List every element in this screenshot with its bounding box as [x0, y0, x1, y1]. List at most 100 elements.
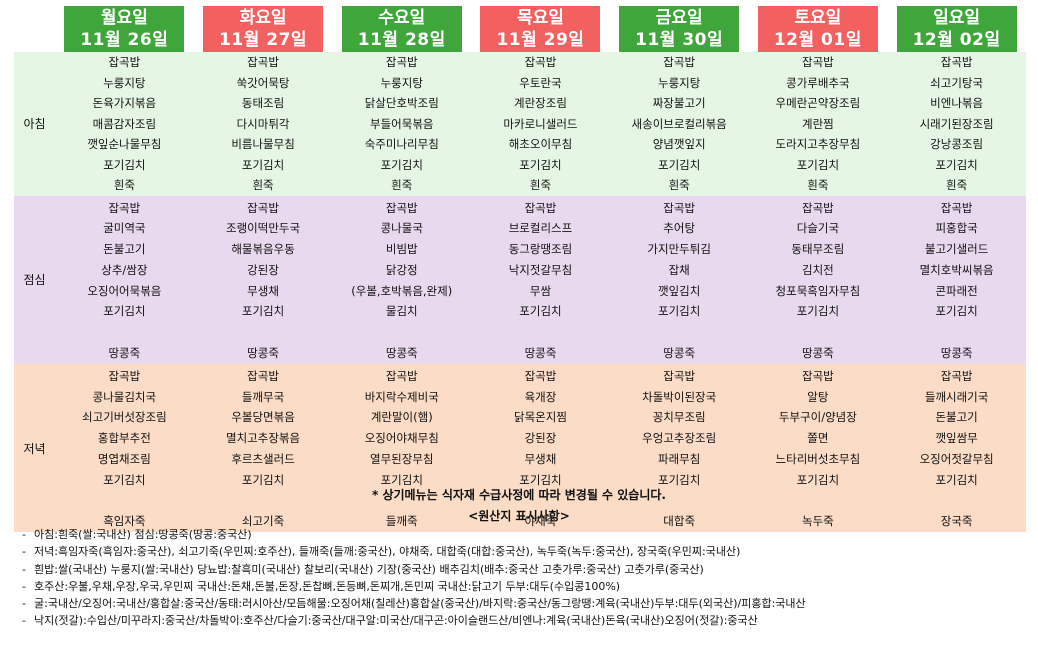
- menu-cell: 잡곡밥 다슬기국 동태무조림 김치전 청포묵흑임자무침 포기김치 땅콩죽: [748, 195, 888, 364]
- menu-item: 녹두죽: [801, 514, 834, 529]
- menu-item: 잡곡밥: [247, 55, 279, 69]
- menu-cell: 잡곡밥 쇠고기탕국 비엔나볶음 시래기된장조림 강낭콩조림 포기김치 흰죽: [887, 52, 1026, 196]
- menu-item: 해물볶음우동: [231, 242, 295, 257]
- menu-item: 숙주미나리무침: [364, 137, 439, 151]
- menu-cell: 잡곡밥 피홍합국 불고기샐러드 멸치호박씨볶음 콘파래전 포기김치 땅콩죽: [887, 195, 1026, 364]
- day-name: 화요일: [239, 8, 287, 28]
- day-date: 11월 26일: [80, 30, 169, 50]
- menu-item: 누룽지탕: [103, 75, 146, 90]
- day-name: 금요일: [655, 8, 703, 28]
- day-header: 월요일 11월 26일: [55, 4, 194, 52]
- menu-item: 흰죽: [252, 178, 274, 192]
- menu-item: 알탕: [807, 389, 829, 404]
- menu-item: 동그랑땡조림: [508, 242, 573, 257]
- menu-item: 계란말이(햄): [370, 410, 433, 425]
- menu-item: 우토란국: [519, 75, 562, 90]
- menu-item: 들깨죽: [385, 514, 418, 529]
- menu-item: 짜장불고기: [652, 96, 706, 110]
- menu-item: 쇠고기버섯장조림: [82, 410, 167, 425]
- menu-item: 포기김치: [519, 304, 562, 319]
- menu-item: 포기김치: [935, 304, 978, 319]
- menu-item: 잡곡밥: [385, 55, 418, 69]
- menu-cell: 잡곡밥 바지락수제비국 계란말이(햄) 오징어야채무침 열무된장무침 포기김치 들깨죽: [332, 363, 472, 533]
- origin-text: 굴:국내산/오징어:국내산/홍합살:중국산/동태:러시아산/모듬해물:오징어채(…: [34, 597, 806, 611]
- menu-item: 포기김치: [935, 157, 978, 172]
- meal-label: 점심: [14, 195, 55, 364]
- menu-item: 흰죽: [946, 178, 968, 192]
- menu-item: 우엉고추장조림: [642, 431, 717, 446]
- day-name: 목요일: [516, 8, 564, 28]
- menu-item: 돈불고기: [103, 242, 146, 257]
- menu-item: 깻잎쌈무: [935, 431, 978, 446]
- day-date: 11월 29일: [496, 30, 585, 50]
- meal-label: 아침: [14, 52, 55, 196]
- menu-item: [194, 322, 333, 343]
- menu-item: 돈불고기: [935, 410, 978, 425]
- menu-item: 오징어어묵볶음: [87, 283, 162, 298]
- menu-item: 잡곡밥: [524, 368, 557, 383]
- day-header: 일요일 12월 02일: [887, 4, 1026, 52]
- menu-item: 쇠고기죽: [241, 514, 285, 529]
- menu-item: 누룽지탕: [380, 75, 423, 90]
- menu-item: 다시마튀각: [236, 116, 290, 131]
- menu-item: [887, 322, 1026, 343]
- menu-item: 무생채: [247, 283, 279, 298]
- menu-item: 흑임자죽: [103, 514, 146, 529]
- day-header: 목요일 11월 29일: [471, 4, 610, 52]
- menu-item: 양념깻잎지: [652, 137, 706, 151]
- menu-item: 불고기샐러드: [924, 242, 989, 257]
- menu-item: 닭목온지찜: [514, 410, 567, 425]
- menu-item: 땅콩죽: [524, 346, 557, 361]
- day-date: 11월 27일: [219, 30, 308, 50]
- day-name: 수요일: [378, 8, 426, 28]
- menu-item: 대합죽: [663, 514, 696, 529]
- menu-item: 명엽채조림: [97, 452, 151, 467]
- menu-item: 흰죽: [113, 178, 135, 192]
- menu-item: 흰죽: [668, 178, 690, 192]
- menu-item: 멸치호박씨볶음: [919, 262, 994, 277]
- menu-item: 땅콩죽: [940, 346, 973, 361]
- origin-line: - 아침:흰죽(쌀:국내산) 점심:땅콩죽(땅콩:중국산): [22, 526, 806, 543]
- menu-cell: 잡곡밥 콩나물김치국 쇠고기버섯장조림 홍합부추전 명엽채조림 포기김치 흑임자죽: [55, 363, 194, 533]
- menu-item: 해초오이무침: [508, 137, 573, 151]
- weekly-menu-table: 월요일 11월 26일 화요일 11월 27일 수요일 11월 28일 목요일 11월 …: [14, 4, 1026, 533]
- menu-item: 후르츠샐러드: [231, 452, 295, 467]
- bullet-dash: -: [22, 597, 26, 611]
- origin-line: - 굴:국내산/오징어:국내산/홍합살:중국산/동태:러시아산/모듬해물:오징어채…: [22, 595, 806, 612]
- menu-item: 포기김치: [380, 157, 423, 172]
- menu-item: 잡곡밥: [108, 368, 141, 383]
- menu-item: 오징어젓갈무침: [919, 452, 994, 467]
- menu-item: 포기김치: [241, 157, 285, 172]
- menu-item: 쇠고기탕국: [930, 75, 984, 90]
- menu-item: 느타리버섯초무침: [775, 452, 861, 467]
- menu-item: 땅콩죽: [663, 346, 696, 361]
- meal-row-dinner: 저녁 잡곡밥 콩나물김치국 쇠고기버섯장조림 홍합부추전 명엽채조림 포기김치 흑임자죽 잡곡밥…: [14, 363, 1026, 533]
- bullet-dash: -: [22, 545, 26, 559]
- menu-item: 포기김치: [658, 304, 701, 319]
- menu-item: 콘파래전: [935, 283, 978, 298]
- menu-item: 땅콩죽: [247, 346, 279, 361]
- day-name: 토요일: [794, 8, 842, 28]
- menu-item: 낙지젓갈무침: [508, 262, 573, 277]
- menu-cell: 잡곡밥 우토란국 계란장조림 마카로니샐러드 해초오이무침 포기김치 흰죽: [471, 52, 610, 196]
- menu-item: 포기김치: [103, 157, 146, 172]
- menu-item: 강낭콩조림: [930, 137, 984, 151]
- bullet-dash: -: [22, 614, 26, 628]
- menu-item: 조랭이떡만두국: [226, 221, 301, 236]
- menu-item: 동태무조림: [791, 242, 845, 257]
- menu-item: 잡곡밥: [663, 55, 696, 69]
- menu-item: 누룽지탕: [658, 75, 701, 90]
- menu-item: 가지만두튀김: [647, 242, 711, 257]
- menu-item: [332, 322, 471, 343]
- menu-item: 꽁치무조림: [652, 410, 706, 425]
- day-date: 12월 02일: [912, 30, 1001, 50]
- menu-item: 굴미역국: [103, 221, 146, 236]
- menu-item: 잡곡밥: [940, 55, 973, 69]
- menu-item: 포기김치: [796, 304, 840, 319]
- menu-item: 포기김치: [380, 472, 423, 487]
- menu-cell: 잡곡밥 차돌박이된장국 꽁치무조림 우엉고추장조림 파래무침 포기김치 대합죽: [609, 363, 749, 533]
- menu-item: 잡채: [668, 262, 690, 277]
- change-notice: * 상기메뉴는 식자재 수급사정에 따라 변경될 수 있습니다.: [371, 488, 666, 502]
- menu-cell: 잡곡밥 추어탕 가지만두튀김 잡채 깻잎김치 포기김치 땅콩죽: [609, 195, 749, 364]
- corner-cell: [14, 4, 55, 52]
